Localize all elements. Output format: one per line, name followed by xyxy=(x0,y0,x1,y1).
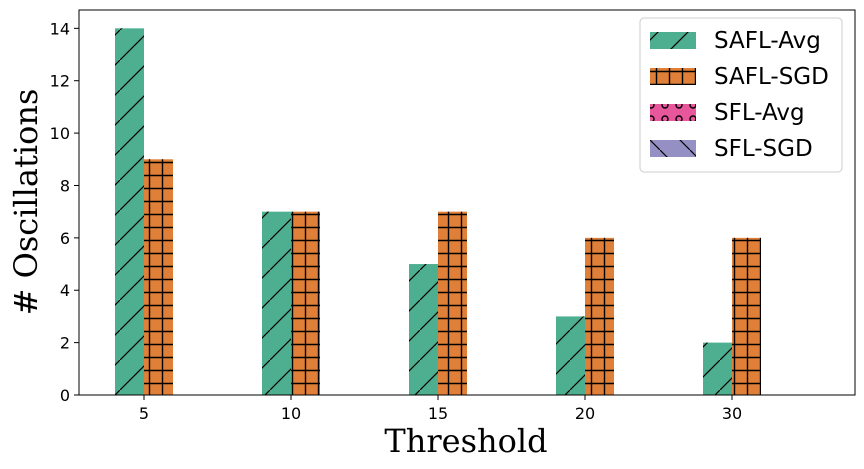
y-tick-label-0: 0 xyxy=(60,386,70,405)
bar-safl-avg-20 xyxy=(556,316,585,395)
bar-hatch xyxy=(703,342,732,395)
y-tick-label-4: 4 xyxy=(60,281,70,300)
bar-hatch xyxy=(409,264,438,395)
x-tick-label-30: 30 xyxy=(722,404,742,423)
y-tick-label-8: 8 xyxy=(60,176,70,195)
x-tick-label-5: 5 xyxy=(139,404,149,423)
bar-safl-sgd-20 xyxy=(585,237,614,395)
x-axis-title: Threshold xyxy=(384,422,547,460)
bars-layer xyxy=(115,28,761,395)
bar-hatch xyxy=(291,211,320,395)
legend-item-safl-avg: SAFL-Avg xyxy=(650,28,821,54)
legend-label: SAFL-Avg xyxy=(714,28,821,54)
legend-label: SAFL-SGD xyxy=(714,64,829,90)
legend-item-sfl-avg: SFL-Avg xyxy=(650,100,805,126)
bar-safl-avg-15 xyxy=(409,264,438,395)
x-tick-label-10: 10 xyxy=(281,404,301,423)
legend-swatch-hatch xyxy=(650,68,696,85)
bar-hatch xyxy=(585,237,614,395)
y-tick-label-6: 6 xyxy=(60,229,70,248)
y-axis-title: # Oscillations xyxy=(7,89,45,316)
x-tick-label-20: 20 xyxy=(575,404,595,423)
legend-item-sfl-sgd: SFL-SGD xyxy=(650,136,813,162)
legend-swatch-hatch xyxy=(650,104,696,121)
bar-hatch xyxy=(732,237,761,395)
legend: SAFL-Avg SAFL-SGD SFL-Avg SFL-SGD xyxy=(639,17,843,173)
y-tick-label-12: 12 xyxy=(50,72,70,91)
bar-hatch xyxy=(262,211,291,395)
bar-safl-sgd-5 xyxy=(144,159,173,395)
bar-hatch xyxy=(556,316,585,395)
y-tick-label-10: 10 xyxy=(50,124,70,143)
bar-safl-sgd-30 xyxy=(732,237,761,395)
axes: 0 2 4 6 8 10 12 14 5 10 15 20 30 xyxy=(50,9,856,423)
legend-box xyxy=(639,17,843,173)
bar-safl-sgd-15 xyxy=(438,211,467,395)
bar-safl-avg-10 xyxy=(262,211,291,395)
x-tick-label-15: 15 xyxy=(428,404,448,423)
bar-hatch xyxy=(115,28,144,395)
plot-frame xyxy=(78,9,856,396)
legend-label: SFL-Avg xyxy=(714,100,805,126)
y-tick-label-2: 2 xyxy=(60,334,70,353)
bar-safl-avg-5 xyxy=(115,28,144,395)
legend-label: SFL-SGD xyxy=(714,136,813,162)
bar-hatch xyxy=(438,211,467,395)
legend-swatch-hatch xyxy=(650,140,696,157)
bar-safl-avg-30 xyxy=(703,342,732,395)
bar-hatch xyxy=(144,159,173,395)
bar-safl-sgd-10 xyxy=(291,211,320,395)
y-tick-label-14: 14 xyxy=(50,19,70,38)
legend-swatch-hatch xyxy=(650,32,696,49)
legend-item-safl-sgd: SAFL-SGD xyxy=(650,64,829,90)
